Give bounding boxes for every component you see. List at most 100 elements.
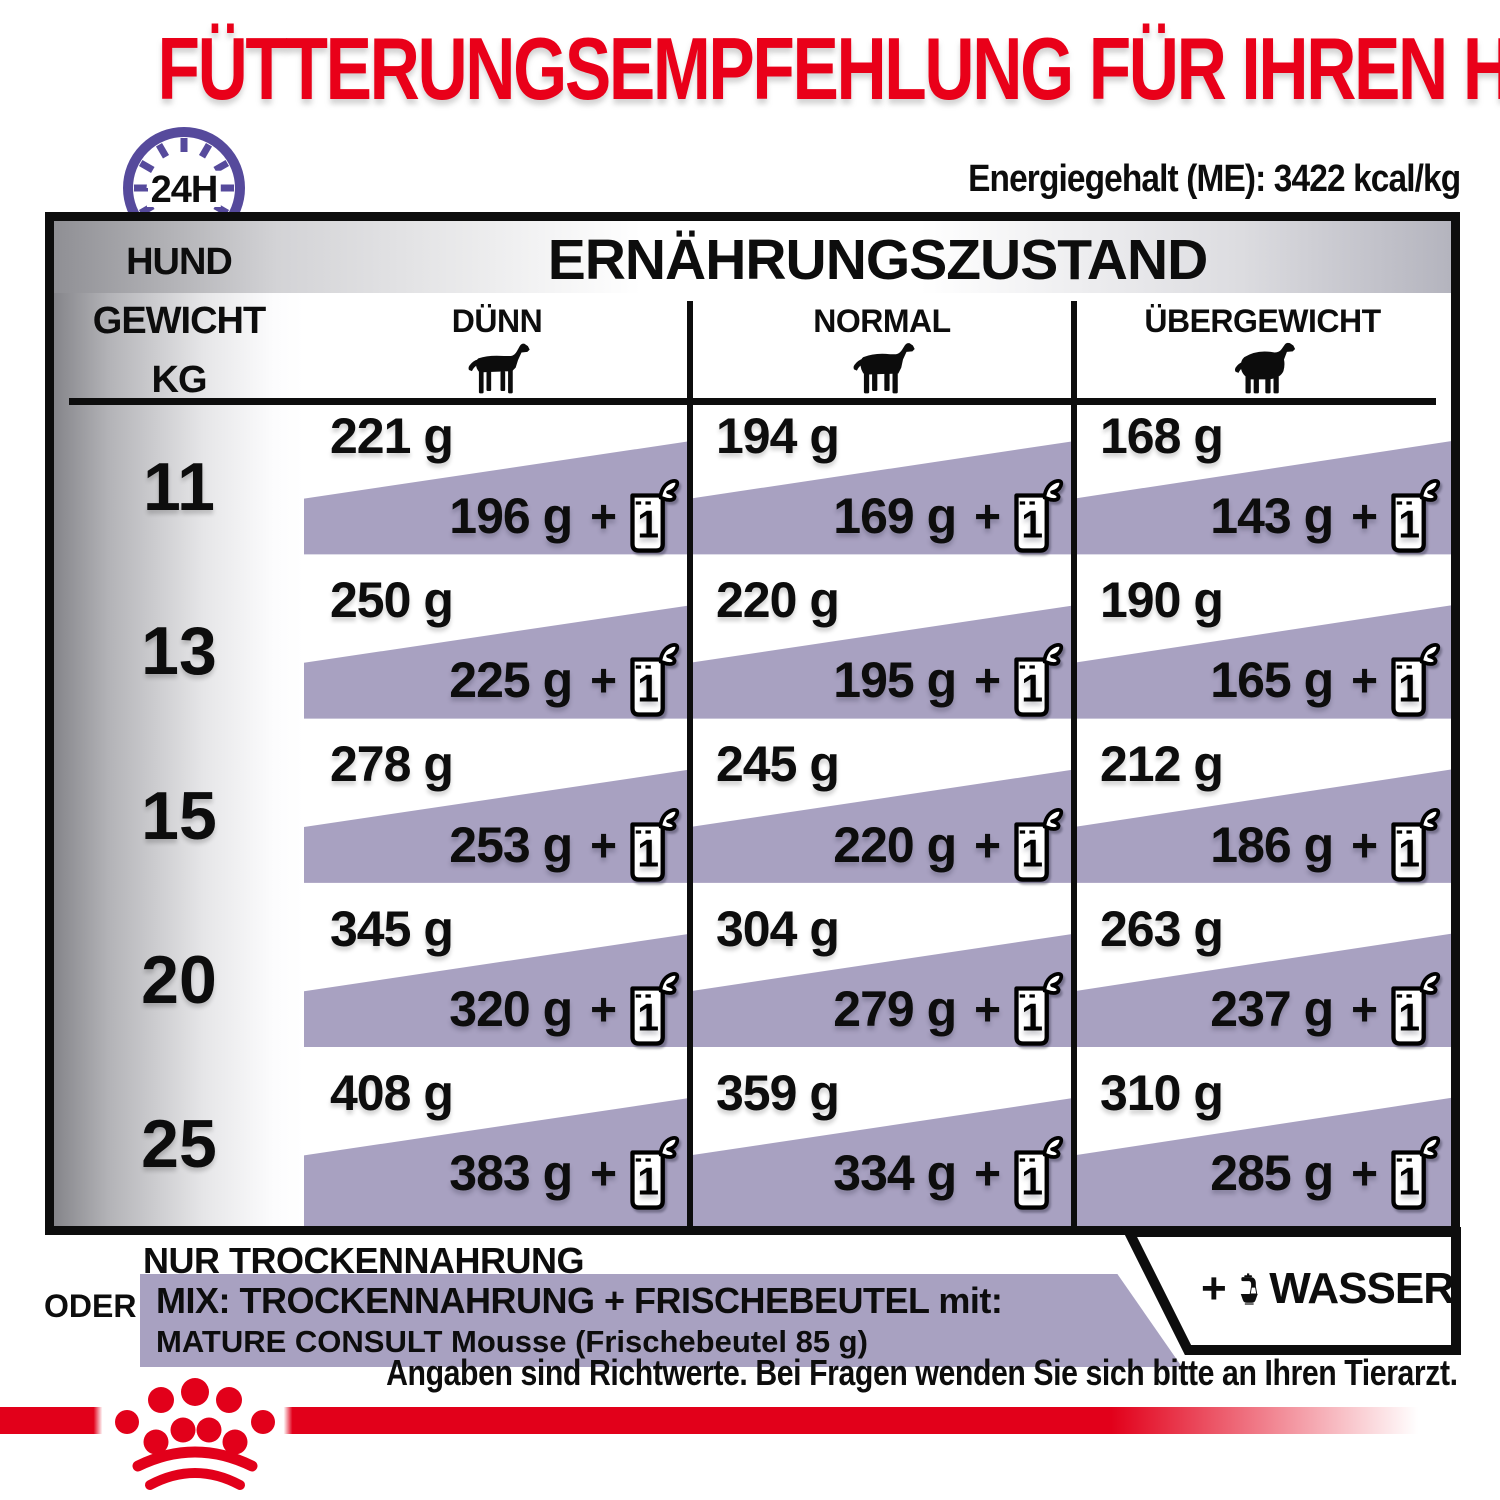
mix-amount-line: 320 g +	[449, 966, 680, 1052]
mix-amount: 320 g	[449, 980, 573, 1037]
mix-amount: 237 g	[1210, 980, 1334, 1037]
plus-sign: +	[590, 982, 617, 1035]
weight-value: 11	[143, 449, 215, 526]
mix-amount-line: 143 g +	[1210, 473, 1441, 559]
dry-amount: 304 g	[716, 900, 840, 957]
dry-amount: 245 g	[716, 736, 840, 793]
table-row: 25 408 g 383 g + 359 g 334 g + 310 g 285 g…	[54, 1062, 1451, 1227]
mix-amount: 334 g	[833, 1145, 957, 1202]
page-title: FÜTTERUNGSEMPFEHLUNG FÜR IHREN HUND	[157, 19, 1500, 118]
plus-sign: +	[974, 490, 1001, 543]
dry-amount: 278 g	[330, 736, 454, 793]
column-divider	[687, 301, 693, 1226]
mix-amount-line: 225 g +	[449, 637, 680, 723]
pouch-icon	[1387, 1130, 1441, 1216]
mix-amount-line: 186 g +	[1210, 802, 1441, 888]
overweight-dog-icon	[1219, 342, 1307, 398]
pouch-icon	[1010, 1130, 1064, 1216]
plus-sign: +	[1351, 818, 1378, 871]
condition-overweight: ÜBERGEWICHT	[1074, 293, 1451, 398]
mix-amount-line: 195 g +	[833, 637, 1064, 723]
legend-mix-band: MIX: TROCKENNAHRUNG + FRISCHEBEUTEL mit:…	[140, 1274, 1182, 1367]
mix-amount: 225 g	[449, 652, 573, 709]
feeding-cell: 304 g 279 g +	[690, 898, 1074, 1062]
plus-sign: +	[1351, 982, 1378, 1035]
mix-amount-line: 334 g +	[833, 1130, 1064, 1216]
pouch-icon	[626, 966, 680, 1052]
pouch-icon	[1010, 966, 1064, 1052]
dry-amount: 359 g	[716, 1064, 840, 1121]
table-row: 13 250 g 225 g + 220 g 195 g + 190 g 165 g…	[54, 569, 1451, 733]
condition-thin: DÜNN	[304, 293, 690, 398]
weight-value: 15	[141, 777, 217, 854]
legend-or-label: ODER	[44, 1288, 137, 1324]
mix-amount-line: 383 g +	[449, 1130, 680, 1216]
pouch-icon	[1387, 473, 1441, 559]
mix-amount: 196 g	[449, 488, 573, 545]
footer-note: Angaben sind Richtwerte. Bei Fragen wend…	[386, 1352, 1458, 1393]
mix-amount-line: 165 g +	[1210, 637, 1441, 723]
condition-label: DÜNN	[451, 303, 543, 339]
mix-amount: 169 g	[833, 488, 957, 545]
pouch-icon	[626, 802, 680, 888]
plus-sign: +	[1351, 1147, 1378, 1200]
condition-label: NORMAL	[813, 303, 951, 339]
legend-mix-line2: MATURE CONSULT Mousse (Frischebeutel 85 …	[156, 1324, 868, 1359]
mix-amount-line: 196 g +	[449, 473, 680, 559]
weight-header-line: KG	[151, 359, 208, 401]
royal-canin-paw-logo	[115, 1378, 275, 1490]
pouch-icon	[1010, 802, 1064, 888]
pouch-icon	[1010, 637, 1064, 723]
pouch-icon	[626, 473, 680, 559]
feeding-cell: 194 g 169 g +	[690, 405, 1074, 569]
dry-amount: 408 g	[330, 1064, 454, 1121]
water-content: + WASSER	[1201, 1226, 1455, 1352]
mix-amount: 195 g	[833, 652, 957, 709]
plus-sign: +	[590, 1147, 617, 1200]
dry-amount: 345 g	[330, 900, 454, 957]
dry-amount: 212 g	[1100, 736, 1224, 793]
feeding-cell: 221 g 196 g +	[304, 405, 690, 569]
dry-amount: 194 g	[716, 408, 840, 464]
plus-sign: +	[590, 490, 617, 543]
weight-value: 13	[141, 613, 217, 690]
column-divider	[1071, 301, 1077, 1226]
feeding-cell: 408 g 383 g +	[304, 1062, 690, 1227]
table-main-header: ERNÄHRUNGSZUSTAND	[547, 228, 1209, 292]
mix-amount: 220 g	[833, 816, 957, 873]
mix-amount-line: 279 g +	[833, 966, 1064, 1052]
plus-sign: +	[590, 818, 617, 871]
condition-label: ÜBERGEWICHT	[1144, 303, 1381, 339]
condition-subheader: DÜNN NORMAL ÜBERGEWICHT	[304, 293, 1451, 398]
table-body: 11 221 g 196 g + 194 g 169 g + 168 g 143 g…	[54, 405, 1451, 1227]
plus-sign: +	[590, 654, 617, 707]
plus-sign: +	[974, 654, 1001, 707]
clock-label: 24H	[151, 169, 218, 211]
pouch-icon	[1387, 966, 1441, 1052]
mix-amount-line: 220 g +	[833, 802, 1064, 888]
feeding-cell: 278 g 253 g +	[304, 733, 690, 897]
mix-amount: 279 g	[833, 980, 957, 1037]
pouch-icon	[626, 637, 680, 723]
weight-value: 20	[141, 941, 217, 1018]
water-callout: + WASSER	[1105, 1226, 1462, 1356]
table-row: 20 345 g 320 g + 304 g 279 g + 263 g 237 g…	[54, 898, 1451, 1062]
feeding-cell: 345 g 320 g +	[304, 898, 690, 1062]
weight-header-line: GEWICHT	[92, 300, 266, 342]
plus-sign: +	[1351, 490, 1378, 543]
plus-sign: +	[974, 982, 1001, 1035]
feeding-cell: 212 g 186 g +	[1074, 733, 1451, 897]
pouch-icon	[1387, 637, 1441, 723]
weight-header-line: HUND	[126, 241, 233, 283]
header-divider-line	[69, 398, 1436, 405]
energy-content-label: Energiegehalt (ME): 3422 kcal/kg	[967, 158, 1461, 200]
feeding-cell: 263 g 237 g +	[1074, 898, 1451, 1062]
feeding-cell: 168 g 143 g +	[1074, 405, 1451, 569]
feeding-cell: 250 g 225 g +	[304, 569, 690, 733]
mix-amount: 186 g	[1210, 816, 1334, 873]
pouch-icon	[1010, 473, 1064, 559]
dry-amount: 190 g	[1100, 572, 1224, 629]
mix-amount: 143 g	[1210, 488, 1334, 545]
feeding-cell: 359 g 334 g +	[690, 1062, 1074, 1227]
